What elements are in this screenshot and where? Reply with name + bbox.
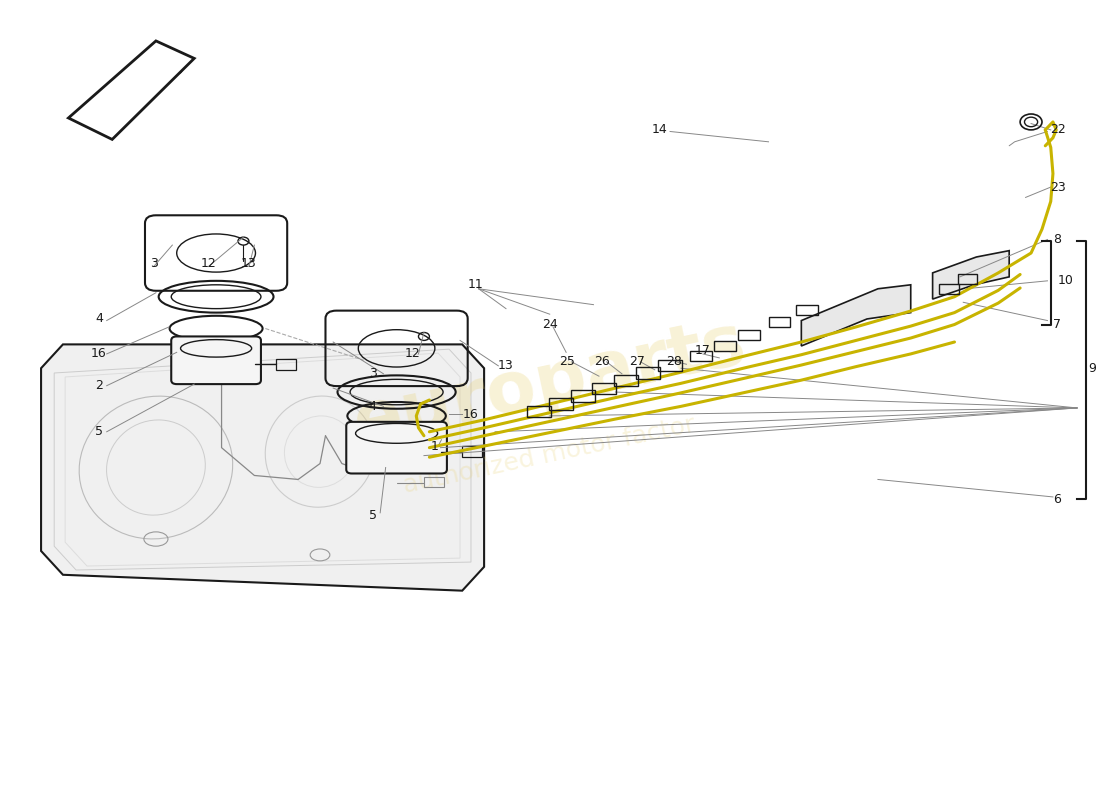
Bar [549, 398, 573, 410]
Text: 4: 4 [95, 312, 103, 325]
Polygon shape [41, 344, 484, 590]
Bar [571, 390, 595, 402]
Text: 11: 11 [468, 278, 483, 291]
Bar [636, 367, 660, 378]
Text: 16: 16 [91, 347, 107, 361]
Text: 16: 16 [463, 408, 478, 421]
Text: 7: 7 [1054, 318, 1062, 331]
Bar [796, 305, 817, 315]
Text: 3: 3 [150, 257, 157, 270]
Text: 4: 4 [368, 400, 376, 413]
Text: 23: 23 [1050, 181, 1066, 194]
Text: europarts: europarts [348, 309, 752, 459]
Bar [276, 358, 296, 370]
Text: 5: 5 [368, 509, 376, 522]
Polygon shape [933, 250, 1009, 299]
Bar [527, 406, 551, 418]
Bar [614, 375, 638, 386]
Text: 17: 17 [695, 344, 711, 358]
Text: 9: 9 [1088, 362, 1097, 374]
Text: 12: 12 [200, 257, 217, 270]
Text: 6: 6 [1054, 493, 1062, 506]
Text: 10: 10 [1058, 274, 1074, 287]
Text: 13: 13 [241, 257, 256, 270]
Text: 12: 12 [405, 347, 421, 361]
Bar [658, 360, 682, 371]
Text: 8: 8 [1054, 233, 1062, 246]
Bar [769, 317, 791, 327]
Text: 27: 27 [629, 355, 646, 368]
Bar [738, 330, 760, 340]
Text: 3: 3 [368, 367, 376, 380]
Text: 14: 14 [651, 123, 667, 136]
Text: 25: 25 [559, 355, 575, 368]
Bar [714, 341, 736, 351]
Polygon shape [801, 285, 911, 346]
Text: 13: 13 [498, 359, 514, 372]
Text: 5: 5 [95, 426, 103, 438]
Bar [424, 477, 443, 487]
Bar [939, 284, 959, 294]
Text: 22: 22 [1050, 123, 1066, 136]
FancyBboxPatch shape [346, 422, 447, 474]
Text: 24: 24 [542, 318, 558, 331]
Text: authorized motor factor: authorized motor factor [402, 413, 698, 498]
Bar [593, 382, 616, 394]
Text: 1: 1 [431, 439, 439, 453]
Bar [958, 274, 978, 284]
Polygon shape [68, 41, 195, 139]
Text: 26: 26 [594, 355, 610, 368]
FancyBboxPatch shape [172, 337, 261, 384]
Text: 2: 2 [95, 379, 103, 392]
Bar [462, 446, 482, 457]
Text: 28: 28 [667, 355, 682, 368]
Bar [690, 351, 712, 362]
